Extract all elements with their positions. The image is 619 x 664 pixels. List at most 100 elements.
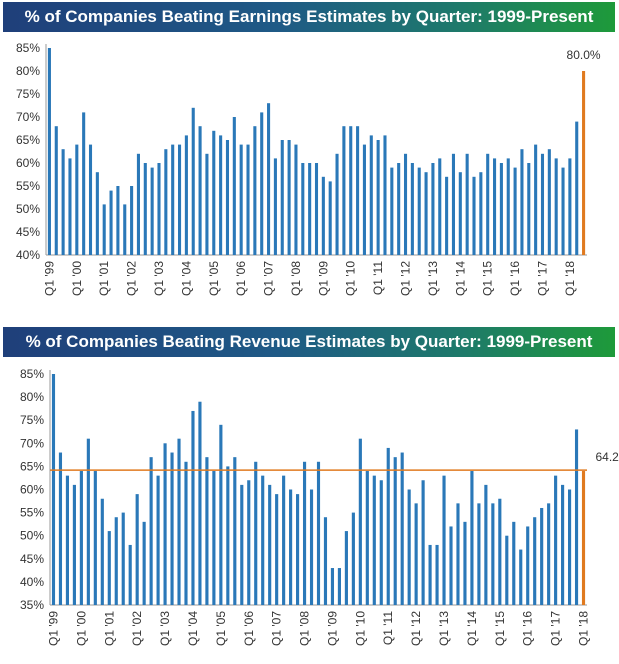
y-tick-label: 60% — [20, 483, 44, 497]
bar — [177, 438, 181, 605]
bar — [163, 443, 167, 605]
y-tick-label: 35% — [20, 598, 44, 612]
x-tick-label: Q1 '08 — [289, 261, 303, 296]
bar — [308, 163, 312, 255]
bar — [184, 461, 188, 605]
bar — [280, 140, 284, 255]
x-tick-label: Q1 '18 — [563, 261, 577, 296]
y-tick-label: 85% — [16, 41, 40, 55]
x-tick-label: Q1 '09 — [325, 611, 339, 646]
y-tick-label: 50% — [20, 529, 44, 543]
highlight-data-label: 64.2% — [596, 450, 619, 464]
bar — [287, 140, 291, 255]
bar — [342, 126, 346, 255]
bar — [499, 163, 503, 255]
bar — [273, 158, 277, 255]
earnings-chart: 40% 45% 50% 55% 60% 65% 70% 75% 80% 85% 80.0% Q1 '9… — [16, 41, 601, 296]
x-tick-label: Q1 '01 — [102, 611, 116, 646]
y-tick-label: 75% — [16, 87, 40, 101]
bar — [383, 135, 387, 255]
bar — [253, 126, 257, 255]
x-tick-label: Q1 '06 — [234, 261, 248, 296]
bar — [561, 167, 565, 255]
bar — [410, 163, 414, 255]
bar — [212, 471, 216, 605]
bar — [254, 461, 258, 605]
y-tick-label: 40% — [16, 248, 40, 262]
bar — [51, 374, 56, 605]
x-tick-label: Q1 '10 — [344, 261, 358, 296]
y-tick-label: 55% — [20, 506, 44, 520]
bar — [547, 149, 551, 255]
x-tick-label: Q1 '07 — [270, 611, 284, 646]
bar — [198, 126, 202, 255]
x-tick-label: Q1 '08 — [298, 611, 312, 646]
bar — [205, 457, 209, 605]
earnings-chart-title: % of Companies Beating Earnings Estimate… — [3, 2, 615, 32]
bar — [177, 144, 182, 255]
bar — [88, 144, 93, 255]
bar — [540, 153, 545, 255]
y-tick-label: 75% — [20, 413, 44, 427]
bar — [102, 204, 106, 255]
bar — [143, 163, 147, 255]
x-tick-label: Q1 '03 — [152, 261, 166, 296]
bar — [142, 521, 146, 605]
bar — [309, 489, 314, 605]
x-tick-label: Q1 '99 — [46, 611, 60, 646]
bar — [540, 507, 544, 605]
bar — [512, 521, 516, 605]
bar — [294, 144, 298, 255]
bar — [82, 112, 86, 256]
bar — [424, 172, 428, 255]
bar — [484, 484, 488, 605]
bar — [171, 144, 175, 255]
bar — [268, 484, 272, 605]
bar — [513, 167, 517, 255]
x-tick-label: Q1 '05 — [214, 611, 228, 646]
bar — [232, 117, 236, 255]
bar — [225, 140, 230, 255]
bar — [417, 167, 421, 255]
bar — [403, 153, 408, 255]
x-tick-label: Q1 '17 — [549, 611, 563, 646]
bar — [493, 158, 497, 255]
bar — [79, 471, 83, 605]
bar — [135, 494, 139, 605]
bar — [267, 103, 271, 255]
x-tick-label: Q1 '06 — [242, 611, 256, 646]
bar — [407, 489, 411, 605]
bar — [506, 158, 510, 255]
x-tick-label: Q1 '18 — [577, 611, 591, 646]
x-tick-label: Q1 '05 — [207, 261, 221, 296]
bar — [358, 438, 362, 605]
bar — [386, 447, 390, 605]
bar — [379, 480, 383, 605]
bar — [100, 498, 104, 605]
bar — [75, 144, 79, 255]
bar — [121, 512, 125, 605]
y-tick-label: 65% — [16, 133, 40, 147]
bar — [157, 163, 161, 255]
bar — [149, 457, 153, 605]
bar — [261, 475, 265, 605]
x-tick-label: Q1 '00 — [70, 261, 84, 296]
bar — [198, 401, 202, 605]
bar — [554, 475, 558, 605]
x-tick-label: Q1 '99 — [42, 261, 56, 296]
x-tick-label: Q1 '02 — [130, 611, 144, 646]
bar — [275, 494, 279, 605]
bar — [114, 517, 118, 605]
x-tick-label: Q1 '13 — [426, 261, 440, 296]
bar — [72, 484, 76, 605]
bar — [191, 107, 195, 255]
bar — [65, 475, 70, 605]
bar — [191, 410, 195, 605]
bar — [302, 461, 307, 605]
bar — [321, 176, 325, 255]
y-tick-label: 60% — [16, 156, 40, 170]
y-tick-label: 45% — [16, 225, 40, 239]
bar — [123, 204, 127, 255]
bar — [575, 121, 579, 255]
bar — [128, 544, 132, 605]
